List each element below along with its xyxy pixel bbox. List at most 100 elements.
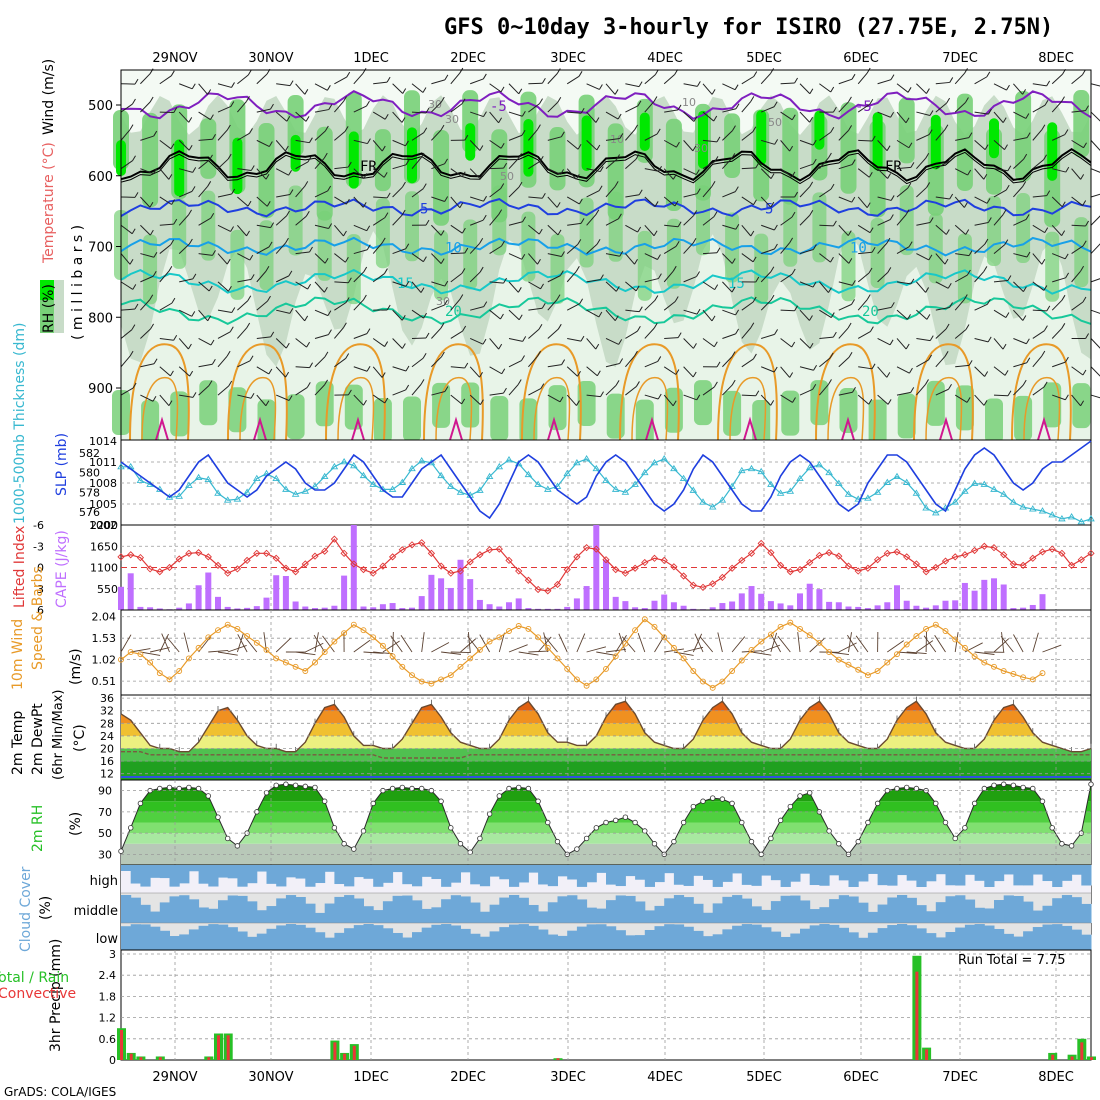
precip-conv-bar [1080, 1042, 1084, 1060]
wind-barb [450, 224, 463, 234]
li-point [369, 569, 377, 577]
wind-barb [722, 191, 736, 198]
wind-barb-flag [305, 210, 310, 217]
wind-barb-flag [149, 229, 154, 236]
wind10-barb [140, 651, 161, 656]
wind-barb-flag [483, 195, 487, 202]
cloud-high-bar [150, 865, 161, 878]
rh2m-point [593, 825, 599, 831]
wind-barb [411, 309, 424, 319]
wind-barb [702, 139, 717, 143]
cloud-mid-bar [227, 895, 238, 923]
wind-barb-flag [847, 322, 852, 329]
rh2m-point [118, 848, 124, 854]
wind10-barb [848, 632, 852, 653]
wind-barb [935, 224, 947, 235]
wind-barb-flag [1061, 96, 1065, 102]
wind-barb-flag [635, 381, 640, 387]
wind-barb-flag [987, 217, 992, 223]
wind-barb-flag [1004, 239, 1009, 245]
wind-barb [993, 279, 1008, 283]
rh2m-point [622, 814, 629, 820]
cloud-mid-bar [926, 911, 937, 923]
cloud-mid-bar [198, 907, 209, 923]
cape-bar [971, 590, 978, 610]
cloud-mid-bar [1013, 895, 1024, 923]
wind-barb [237, 74, 249, 85]
wind10-point [651, 623, 658, 630]
wind-barb [877, 394, 889, 405]
cloud-low-bar [179, 934, 190, 950]
li-point [485, 546, 494, 554]
orange-contour-inner [827, 376, 865, 441]
thickness-point [757, 467, 765, 475]
wind10-point [205, 634, 212, 641]
thickness-point [718, 496, 727, 503]
rh-band [121, 833, 1091, 844]
day-label-bottom: 6DEC [843, 1070, 879, 1085]
wind-barb [644, 168, 659, 172]
cloud-level-label: high [90, 874, 118, 889]
wind-barb [1090, 140, 1100, 151]
cloud-low-bar [421, 927, 432, 950]
wind10-panel: 2.041.531.020.51 10m Wind Speed & Barbs … [10, 566, 1092, 696]
li-point [136, 553, 145, 562]
rh2m-point [865, 819, 871, 826]
wind-barb-flag [285, 371, 290, 378]
rh-blob-low [985, 398, 1003, 444]
rh-blob-mid [579, 197, 594, 268]
wind-barb-flag [381, 372, 386, 378]
rh-contour-label: 30 [428, 98, 442, 111]
wind-barb [372, 273, 385, 283]
rh-blob [898, 97, 915, 164]
wind-barb-flag [619, 250, 624, 257]
wind-barb [1032, 104, 1046, 113]
wind-barb-flag [830, 183, 835, 190]
wind-barb [276, 193, 291, 198]
wind10-barb [227, 645, 247, 653]
wind-barb-flag [307, 156, 312, 163]
wind-barb-flag [1061, 230, 1066, 236]
li-point [970, 546, 979, 555]
li-point [524, 576, 533, 584]
wind-barb-flag [755, 162, 760, 169]
cape-bar [651, 600, 658, 610]
cloud-low-bar [770, 931, 782, 950]
wind-barb-flag [794, 305, 799, 312]
cape-bar [506, 602, 512, 610]
wind-barb-flag [344, 126, 349, 132]
thickness-point [873, 488, 882, 495]
li-tick-label: 3 [37, 583, 44, 596]
wind-barb-flag [809, 181, 814, 188]
wind-barb [1051, 224, 1063, 236]
wind10-point [137, 651, 144, 658]
wind-barb-flag [482, 73, 487, 80]
wind-barb-flag [692, 145, 697, 152]
wind10-barb [717, 632, 723, 653]
contour-label: 20 [445, 304, 462, 320]
li-point [1048, 545, 1056, 553]
cloud-low-bar [722, 929, 733, 950]
cloud-high-bar [479, 865, 491, 887]
wind-barb-flag [285, 237, 289, 244]
wind-barb [179, 278, 193, 283]
wind-barb [508, 309, 520, 321]
cloud-high-bar [1071, 865, 1082, 875]
thickness-point [563, 469, 571, 477]
wind-barb [198, 385, 210, 396]
rh-blob-mid [1045, 231, 1060, 302]
wind-barb-flag [638, 189, 643, 196]
precip-total-rain-label: Total / Rain [0, 970, 69, 986]
cloud-mid-bar [1003, 895, 1014, 923]
wind10-point [690, 668, 697, 674]
rh2m-point [729, 800, 735, 807]
wind-barb [217, 355, 228, 368]
li-point [447, 569, 455, 577]
wind-barb [547, 73, 558, 85]
li-point [873, 556, 882, 564]
wind10-line [120, 618, 1043, 689]
temp2m-tick-label: 28 [100, 717, 114, 730]
wind-barb-flag [657, 393, 662, 400]
li-point [961, 551, 969, 559]
wind-barb-flag [132, 382, 137, 389]
